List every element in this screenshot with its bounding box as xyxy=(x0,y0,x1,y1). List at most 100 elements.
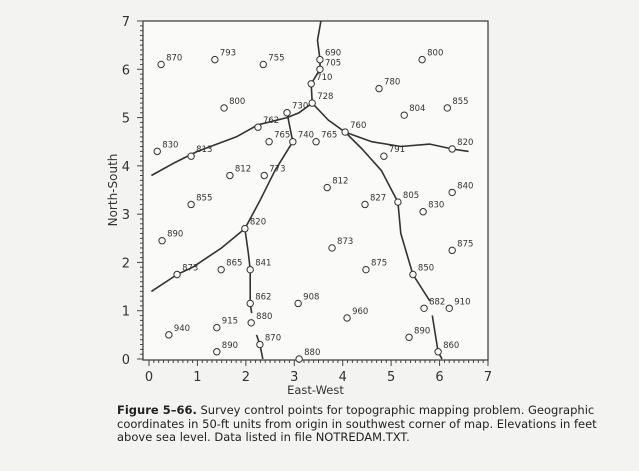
elevation-label: 862 xyxy=(255,292,271,302)
y-axis-label: North-South xyxy=(106,154,120,227)
survey-point xyxy=(380,152,388,160)
elevation-label: 870 xyxy=(166,53,182,63)
survey-point xyxy=(308,99,316,107)
survey-point xyxy=(217,265,225,274)
elevation-label: 690 xyxy=(325,49,341,59)
elevation-label: 773 xyxy=(269,165,285,175)
survey-point xyxy=(316,65,324,73)
survey-point xyxy=(173,270,181,279)
figure-caption: Figure 5–66. Survey control points for t… xyxy=(117,403,627,445)
survey-point xyxy=(246,265,254,274)
y-tick-label: 1 xyxy=(122,305,130,320)
elevation-label: 873 xyxy=(337,237,353,247)
survey-point xyxy=(294,299,302,308)
elevation-label: 875 xyxy=(371,259,387,269)
survey-point xyxy=(405,333,413,341)
survey-point xyxy=(323,183,331,192)
survey-point xyxy=(187,152,195,160)
elevation-label: 791 xyxy=(389,145,405,155)
x-tick-label: 0 xyxy=(145,370,153,385)
elevation-label: 820 xyxy=(457,138,473,148)
x-tick-label: 3 xyxy=(290,370,298,385)
survey-point xyxy=(409,270,417,279)
elevation-label: 765 xyxy=(321,131,337,141)
survey-point xyxy=(153,147,161,156)
survey-point xyxy=(254,123,262,131)
elevation-label: 812 xyxy=(332,177,348,187)
elevation-label: 705 xyxy=(325,58,341,68)
elevation-label: 812 xyxy=(235,165,251,175)
survey-point xyxy=(260,171,268,180)
elevation-label: 765 xyxy=(274,131,290,141)
y-tick-label: 3 xyxy=(122,208,130,223)
elevation-label: 910 xyxy=(454,297,470,307)
stream-line xyxy=(151,102,313,177)
survey-point xyxy=(220,104,228,112)
elevation-label: 804 xyxy=(409,104,425,114)
elevation-label: 870 xyxy=(265,334,281,344)
survey-point xyxy=(448,145,456,153)
y-tick-label: 5 xyxy=(122,112,130,127)
survey-point xyxy=(158,237,166,245)
survey-point xyxy=(241,224,249,233)
elevation-label: 760 xyxy=(350,121,366,131)
survey-point xyxy=(420,304,428,312)
elevation-label: 890 xyxy=(167,230,183,240)
survey-point xyxy=(400,111,408,119)
y-tick-label: 2 xyxy=(122,256,130,271)
survey-point xyxy=(295,355,303,363)
survey-point xyxy=(213,323,221,332)
elevation-label: 882 xyxy=(429,297,445,307)
elevation-label: 740 xyxy=(298,131,314,141)
elevation-label: 890 xyxy=(414,326,430,336)
elevation-label: 840 xyxy=(457,181,473,191)
survey-point xyxy=(375,84,383,93)
survey-point xyxy=(211,55,219,64)
x-axis-label: East-West xyxy=(287,383,344,397)
survey-point xyxy=(328,244,336,252)
survey-point xyxy=(226,171,234,180)
elevation-label: 710 xyxy=(316,73,332,83)
elevation-label: 728 xyxy=(317,92,333,102)
elevation-label: 915 xyxy=(222,317,238,327)
survey-point xyxy=(343,314,351,322)
x-tick-label: 1 xyxy=(193,370,201,385)
x-tick-label: 2 xyxy=(242,370,250,385)
survey-point xyxy=(419,208,427,216)
survey-point xyxy=(259,60,267,69)
survey-point xyxy=(307,80,315,88)
elevation-label: 850 xyxy=(418,264,434,274)
survey-point xyxy=(165,331,173,339)
elevation-label: 827 xyxy=(370,193,386,203)
survey-point xyxy=(362,265,370,274)
elevation-label: 890 xyxy=(222,341,238,351)
caption-text: Survey control points for topographic ma… xyxy=(117,403,597,444)
survey-point xyxy=(341,128,349,136)
elevation-label: 755 xyxy=(268,53,284,63)
elevation-label: 960 xyxy=(352,307,368,317)
survey-point xyxy=(394,198,402,206)
elevation-label: 800 xyxy=(427,49,443,59)
y-tick-label: 4 xyxy=(122,160,130,175)
survey-point xyxy=(157,60,165,69)
x-tick-label: 5 xyxy=(387,370,395,385)
x-tick-label: 4 xyxy=(339,370,347,385)
elevation-label: 780 xyxy=(384,78,400,88)
elevation-label: 805 xyxy=(403,191,419,201)
survey-point xyxy=(256,340,264,349)
survey-point xyxy=(289,138,297,146)
survey-point xyxy=(316,55,324,64)
elevation-label: 730 xyxy=(292,102,308,112)
elevation-label: 855 xyxy=(452,97,468,107)
x-tick-label: 6 xyxy=(435,370,443,385)
survey-point xyxy=(418,55,426,64)
survey-point xyxy=(434,348,442,356)
survey-point xyxy=(247,319,255,327)
elevation-label: 830 xyxy=(428,201,444,211)
elevation-label: 875 xyxy=(457,239,473,249)
elevation-label: 841 xyxy=(255,259,271,269)
elevation-label: 873 xyxy=(182,264,198,274)
survey-point xyxy=(187,200,195,209)
elevation-label: 940 xyxy=(174,324,190,334)
survey-point xyxy=(213,348,221,356)
